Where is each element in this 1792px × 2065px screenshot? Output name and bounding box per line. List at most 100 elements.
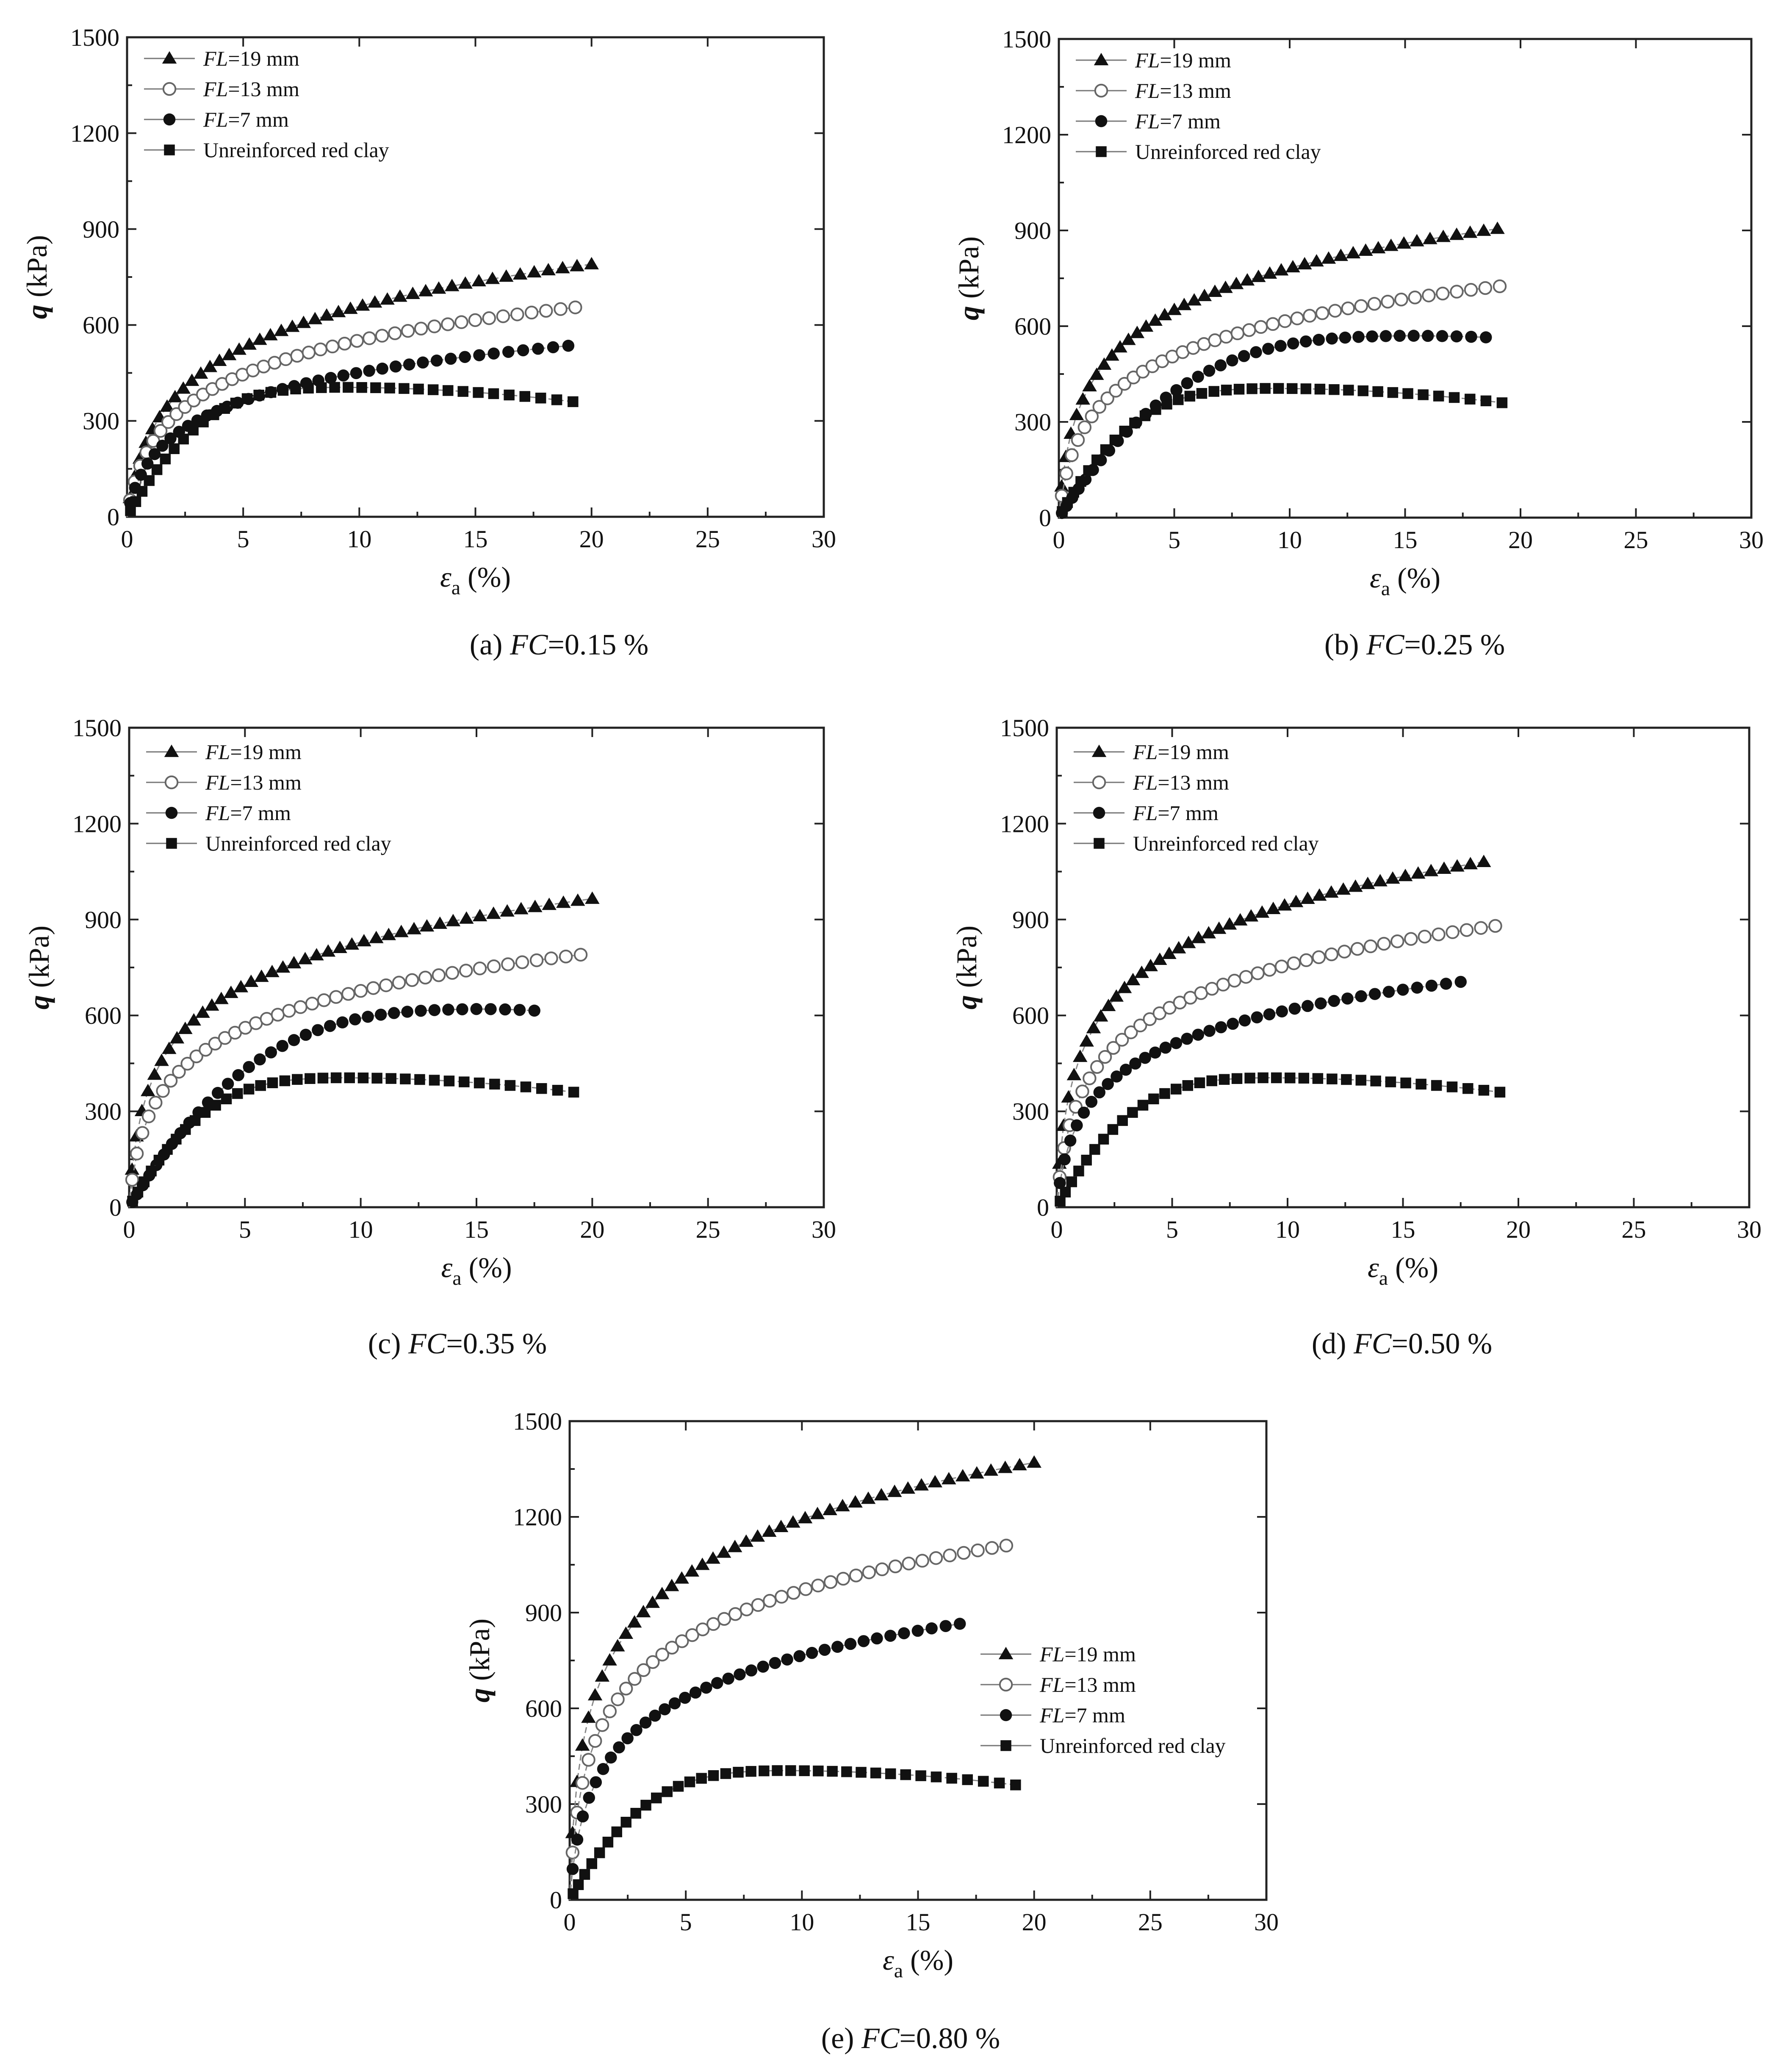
marker-circle-filled xyxy=(1339,331,1352,344)
marker-triangle xyxy=(232,342,247,355)
marker-square xyxy=(188,424,199,436)
marker-triangle xyxy=(244,974,259,987)
marker-circle-filled xyxy=(470,1003,483,1015)
legend-italic: FL xyxy=(1133,801,1158,825)
marker-square xyxy=(1129,417,1140,429)
legend-label: FL=7 mm xyxy=(1039,1703,1125,1727)
marker-circle-filled xyxy=(1170,1037,1183,1049)
marker-square xyxy=(915,1770,926,1781)
marker-circle-open xyxy=(148,1095,163,1110)
marker-triangle xyxy=(1072,1049,1088,1062)
marker-triangle xyxy=(1476,854,1491,868)
marker-circle-open xyxy=(1106,1041,1120,1055)
marker-circle-open xyxy=(141,1109,156,1123)
marker-square xyxy=(277,385,289,396)
marker-square xyxy=(673,1781,684,1792)
marker-square xyxy=(535,392,546,404)
marker-triangle xyxy=(581,1710,596,1723)
marker-circle-filled xyxy=(1440,978,1452,990)
marker-triangle xyxy=(1181,936,1196,948)
marker-triangle xyxy=(169,1031,185,1044)
y-tick-label: 900 xyxy=(85,906,122,934)
marker-square xyxy=(166,838,177,849)
marker-triangle xyxy=(969,1466,984,1479)
marker-square xyxy=(827,1766,838,1777)
marker-square xyxy=(255,1080,266,1091)
legend-text: =19 mm xyxy=(228,47,299,70)
marker-circle-filled xyxy=(1129,1057,1141,1070)
marker-circle-filled xyxy=(547,341,559,353)
x-tick-label: 15 xyxy=(906,1908,931,1936)
caption-prefix: (a) xyxy=(470,629,510,661)
marker-circle-filled xyxy=(668,1697,681,1710)
marker-circle-open xyxy=(1493,279,1507,294)
x-axis-symbol: ε xyxy=(1368,1251,1379,1283)
marker-circle-filled xyxy=(793,1650,806,1663)
marker-square xyxy=(1273,383,1284,394)
y-tick-label: 300 xyxy=(1012,1098,1049,1125)
marker-circle-filled xyxy=(1159,1042,1172,1054)
marker-square xyxy=(1329,384,1340,395)
marker-triangle xyxy=(405,286,420,299)
marker-circle-filled xyxy=(513,1003,526,1016)
marker-square xyxy=(573,1879,584,1890)
marker-triangle xyxy=(762,1524,777,1537)
marker-triangle xyxy=(1125,973,1141,985)
marker-circle-filled xyxy=(639,1716,652,1729)
marker-circle-filled xyxy=(1421,330,1434,342)
marker-circle-filled xyxy=(571,1833,584,1846)
y-tick-label: 300 xyxy=(525,1791,562,1818)
x-axis-title: εa (%) xyxy=(883,1944,953,1982)
marker-circle-open xyxy=(1337,945,1352,959)
marker-circle-filled xyxy=(1102,1078,1114,1090)
marker-triangle xyxy=(674,1571,689,1584)
marker-square xyxy=(1341,1074,1352,1085)
marker-triangle xyxy=(233,980,249,992)
marker-triangle xyxy=(343,301,358,314)
marker-circle-filled xyxy=(745,1664,758,1677)
x-tick-label: 5 xyxy=(680,1908,692,1936)
marker-square xyxy=(253,389,264,401)
marker-square xyxy=(684,1776,695,1788)
marker-circle-open xyxy=(338,336,352,351)
marker-triangle xyxy=(1097,357,1112,370)
x-axis-unit: (%) xyxy=(903,1944,953,1976)
marker-circle-open xyxy=(1115,1033,1129,1047)
marker-triangle xyxy=(369,931,384,943)
marker-circle-filled xyxy=(1288,1002,1301,1015)
y-tick-label: 900 xyxy=(83,216,119,243)
legend-label: FL=13 mm xyxy=(1135,79,1231,103)
marker-circle-open xyxy=(568,300,582,314)
marker-triangle xyxy=(431,281,446,294)
marker-circle-open xyxy=(529,953,544,967)
caption-value: =0.35 % xyxy=(446,1328,547,1360)
marker-square xyxy=(400,1073,411,1084)
marker-triangle xyxy=(1373,874,1388,887)
marker-triangle xyxy=(381,928,396,940)
marker-circle-filled xyxy=(939,1620,952,1632)
legend-label: FL=13 mm xyxy=(205,771,302,794)
marker-triangle xyxy=(274,324,289,336)
marker-circle-filled xyxy=(1263,1008,1276,1020)
marker-square xyxy=(536,1083,547,1094)
marker-circle-filled xyxy=(389,360,402,373)
marker-circle-open xyxy=(302,345,316,360)
marker-square xyxy=(1100,444,1111,455)
marker-triangle xyxy=(1436,230,1451,242)
x-tick-label: 25 xyxy=(1622,1216,1646,1243)
marker-triangle xyxy=(485,272,500,284)
marker-circle-open xyxy=(366,981,380,995)
y-tick-label: 600 xyxy=(1012,1002,1049,1029)
marker-circle-open xyxy=(1418,929,1432,944)
marker-circle-filled xyxy=(1251,1011,1263,1023)
marker-square xyxy=(384,383,395,394)
legend-text: =7 mm xyxy=(230,801,291,825)
marker-circle-filled xyxy=(562,340,575,352)
y-axis-title: q (kPa) xyxy=(23,926,55,1009)
x-axis-unit: (%) xyxy=(462,1251,512,1283)
marker-circle-open xyxy=(646,1655,660,1669)
marker-triangle xyxy=(1075,392,1090,405)
y-tick-label: 300 xyxy=(83,407,119,435)
marker-circle-open xyxy=(915,1554,929,1568)
